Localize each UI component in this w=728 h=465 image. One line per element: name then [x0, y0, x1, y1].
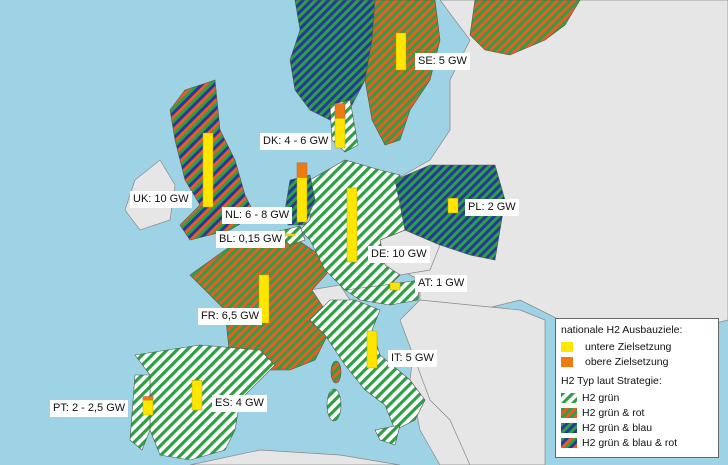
bar-upper-DK — [334, 103, 346, 119]
label-IT: IT: 5 GW — [388, 350, 437, 367]
legend-item-green-blue: H2 grün & blau — [561, 420, 713, 435]
legend-types-title: H2 Typ laut Strategie: — [561, 375, 662, 387]
label-ES: ES: 4 GW — [212, 395, 267, 412]
legend-item-upper: obere Zielsetzung — [561, 354, 713, 369]
bar-upper-NL — [296, 162, 308, 178]
bar-lower-BL — [284, 233, 296, 237]
country-SE — [364, 0, 441, 146]
legend: nationale H2 Ausbauziele: untere Zielset… — [555, 318, 719, 458]
legend-item-green-blue-red: H2 grün & blau & rot — [561, 435, 713, 450]
country-FI — [469, 0, 581, 56]
country-AT — [344, 279, 421, 306]
bar-lower-DK — [334, 118, 346, 149]
bar-lower-SE — [395, 32, 407, 71]
legend-item-green: H2 grün — [561, 390, 713, 405]
label-UK: UK: 10 GW — [130, 191, 192, 208]
label-DK: DK: 4 - 6 GW — [260, 133, 332, 150]
land-balkans — [399, 299, 546, 465]
legend-label: H2 grün & rot — [582, 406, 645, 419]
label-NL: NL: 6 - 8 GW — [222, 207, 293, 224]
bar-lower-UK — [202, 132, 214, 208]
legend-label: H2 grün & blau — [582, 421, 653, 434]
island-corsica — [330, 360, 342, 384]
label-PT: PT: 2 - 2,5 GW — [50, 400, 129, 417]
label-BL: BL: 0,15 GW — [216, 231, 285, 248]
legend-label: H2 grün & blau & rot — [582, 436, 678, 449]
bar-lower-DE — [346, 187, 358, 263]
country-PT — [129, 374, 151, 451]
bar-lower-AT — [389, 282, 401, 291]
label-PL: PL: 2 GW — [465, 199, 519, 216]
legend-targets-title: nationale H2 Ausbauziele: — [561, 324, 683, 336]
upper-swatch — [561, 356, 573, 367]
legend-item-lower: untere Zielsetzung — [561, 339, 713, 354]
legend-label: obere Zielsetzung — [585, 355, 669, 368]
bar-upper-PT — [142, 396, 154, 401]
island-sicily — [374, 424, 401, 446]
label-DE: DE: 10 GW — [368, 246, 430, 263]
island-sardinia — [326, 388, 342, 422]
bar-lower-FR — [258, 274, 270, 324]
label-SE: SE: 5 GW — [415, 53, 470, 70]
bar-lower-IT — [366, 330, 378, 369]
country-NO — [289, 0, 376, 121]
bar-lower-PT — [142, 399, 154, 416]
lower-swatch — [561, 341, 573, 352]
bar-lower-PL — [447, 197, 459, 214]
legend-label: untere Zielsetzung — [585, 340, 672, 353]
legend-label: H2 grün — [582, 391, 620, 404]
bar-lower-ES — [191, 380, 203, 411]
label-FR: FR: 6,5 GW — [198, 308, 263, 325]
label-AT: AT: 1 GW — [415, 275, 468, 292]
legend-item-green-red: H2 grün & rot — [561, 405, 713, 420]
land-north-africa — [189, 449, 401, 465]
bar-lower-NL — [296, 177, 308, 223]
